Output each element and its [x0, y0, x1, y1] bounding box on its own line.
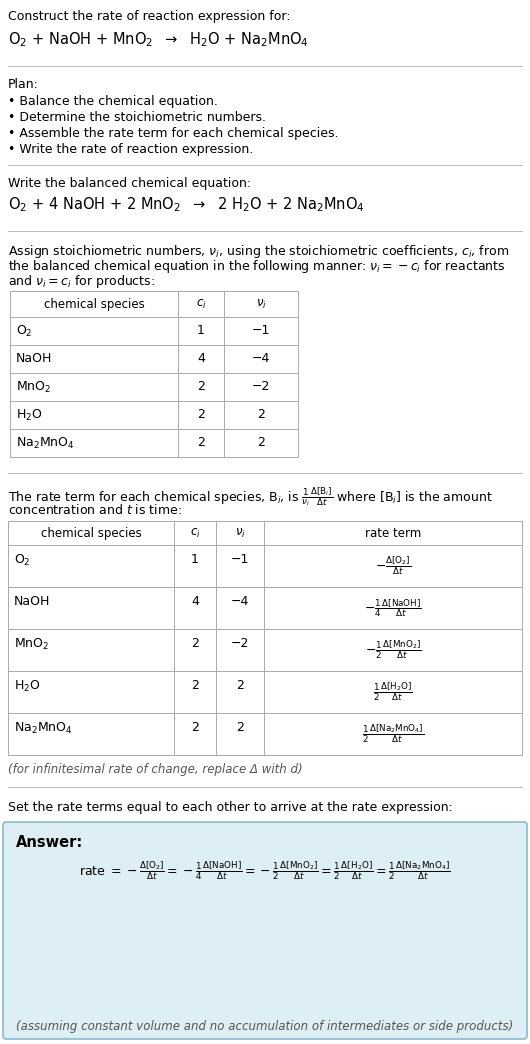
Text: $\mathrm{O_2}$: $\mathrm{O_2}$	[14, 553, 31, 568]
Text: $\mathrm{H_2O}$: $\mathrm{H_2O}$	[16, 408, 42, 423]
Text: −4: −4	[231, 595, 249, 608]
Text: • Write the rate of reaction expression.: • Write the rate of reaction expression.	[8, 143, 253, 156]
Text: $-\frac{\Delta[\mathrm{O_2}]}{\Delta t}$: $-\frac{\Delta[\mathrm{O_2}]}{\Delta t}$	[375, 554, 411, 577]
Text: 2: 2	[197, 408, 205, 421]
Text: • Determine the stoichiometric numbers.: • Determine the stoichiometric numbers.	[8, 111, 266, 124]
Text: 2: 2	[236, 721, 244, 734]
Bar	[8, 521, 522, 755]
Text: $c_i$: $c_i$	[196, 298, 206, 311]
Text: NaOH: NaOH	[14, 595, 50, 608]
Text: 2: 2	[257, 408, 265, 421]
Text: $\nu_i$: $\nu_i$	[255, 298, 267, 311]
Text: −2: −2	[252, 380, 270, 393]
Text: chemical species: chemical species	[41, 527, 142, 540]
Text: Plan:: Plan:	[8, 78, 39, 91]
Text: 2: 2	[191, 637, 199, 650]
Text: • Balance the chemical equation.: • Balance the chemical equation.	[8, 95, 218, 108]
Text: −1: −1	[231, 553, 249, 566]
Text: concentration and $t$ is time:: concentration and $t$ is time:	[8, 503, 182, 517]
Text: and $\nu_i = c_i$ for products:: and $\nu_i = c_i$ for products:	[8, 272, 155, 290]
Text: 2: 2	[236, 679, 244, 692]
Text: 2: 2	[197, 380, 205, 393]
Text: the balanced chemical equation in the following manner: $\nu_i = -c_i$ for react: the balanced chemical equation in the fo…	[8, 258, 506, 275]
Text: rate term: rate term	[365, 527, 421, 540]
Text: $\mathrm{O_2}$: $\mathrm{O_2}$	[16, 324, 32, 339]
Text: −4: −4	[252, 352, 270, 365]
Text: 1: 1	[197, 324, 205, 337]
Text: rate $= -\frac{\Delta[\mathrm{O_2}]}{\Delta t} = -\frac{1}{4}\frac{\Delta[\mathr: rate $= -\frac{\Delta[\mathrm{O_2}]}{\De…	[79, 859, 451, 882]
Text: $\mathrm{Na_2MnO_4}$: $\mathrm{Na_2MnO_4}$	[16, 436, 75, 451]
Text: $-\frac{1}{2}\frac{\Delta[\mathrm{MnO_2}]}{\Delta t}$: $-\frac{1}{2}\frac{\Delta[\mathrm{MnO_2}…	[365, 639, 421, 661]
Bar	[10, 291, 298, 457]
Text: $-\frac{1}{4}\frac{\Delta[\mathrm{NaOH}]}{\Delta t}$: $-\frac{1}{4}\frac{\Delta[\mathrm{NaOH}]…	[364, 597, 422, 619]
Text: (for infinitesimal rate of change, replace Δ with d): (for infinitesimal rate of change, repla…	[8, 763, 303, 776]
FancyBboxPatch shape	[3, 822, 527, 1039]
Text: (assuming constant volume and no accumulation of intermediates or side products): (assuming constant volume and no accumul…	[16, 1020, 514, 1033]
Text: NaOH: NaOH	[16, 352, 52, 365]
Text: Set the rate terms equal to each other to arrive at the rate expression:: Set the rate terms equal to each other t…	[8, 801, 453, 814]
Text: Assign stoichiometric numbers, $\nu_i$, using the stoichiometric coefficients, $: Assign stoichiometric numbers, $\nu_i$, …	[8, 243, 509, 260]
Text: −1: −1	[252, 324, 270, 337]
Text: $\frac{1}{2}\frac{\Delta[\mathrm{Na_2MnO_4}]}{\Delta t}$: $\frac{1}{2}\frac{\Delta[\mathrm{Na_2MnO…	[362, 722, 424, 745]
Text: $\mathrm{MnO_2}$: $\mathrm{MnO_2}$	[14, 637, 49, 652]
Text: 4: 4	[191, 595, 199, 608]
Text: $\nu_i$: $\nu_i$	[235, 527, 245, 540]
Text: $\mathrm{H_2O}$: $\mathrm{H_2O}$	[14, 679, 41, 694]
Text: 2: 2	[191, 679, 199, 692]
Text: $c_i$: $c_i$	[190, 527, 200, 540]
Text: Write the balanced chemical equation:: Write the balanced chemical equation:	[8, 177, 251, 190]
Text: 2: 2	[191, 721, 199, 734]
Text: $\mathrm{MnO_2}$: $\mathrm{MnO_2}$	[16, 380, 51, 395]
Text: The rate term for each chemical species, B$_i$, is $\frac{1}{\nu_i}\frac{\Delta[: The rate term for each chemical species,…	[8, 485, 493, 507]
Text: • Assemble the rate term for each chemical species.: • Assemble the rate term for each chemic…	[8, 127, 339, 140]
Text: 4: 4	[197, 352, 205, 365]
Text: $\mathrm{O_2}$ + NaOH + $\mathrm{MnO_2}$  $\rightarrow$  $\mathrm{H_2O}$ + $\mat: $\mathrm{O_2}$ + NaOH + $\mathrm{MnO_2}$…	[8, 30, 309, 49]
Text: 1: 1	[191, 553, 199, 566]
Text: Construct the rate of reaction expression for:: Construct the rate of reaction expressio…	[8, 10, 290, 23]
Text: $\frac{1}{2}\frac{\Delta[\mathrm{H_2O}]}{\Delta t}$: $\frac{1}{2}\frac{\Delta[\mathrm{H_2O}]}…	[373, 681, 413, 704]
Text: Answer:: Answer:	[16, 835, 83, 850]
Text: $\mathrm{O_2}$ + 4 NaOH + 2 $\mathrm{MnO_2}$  $\rightarrow$  2 $\mathrm{H_2O}$ +: $\mathrm{O_2}$ + 4 NaOH + 2 $\mathrm{MnO…	[8, 195, 365, 214]
Text: chemical species: chemical species	[43, 298, 144, 311]
Text: 2: 2	[197, 436, 205, 449]
Text: 2: 2	[257, 436, 265, 449]
Text: $\mathrm{Na_2MnO_4}$: $\mathrm{Na_2MnO_4}$	[14, 721, 73, 736]
Text: −2: −2	[231, 637, 249, 650]
